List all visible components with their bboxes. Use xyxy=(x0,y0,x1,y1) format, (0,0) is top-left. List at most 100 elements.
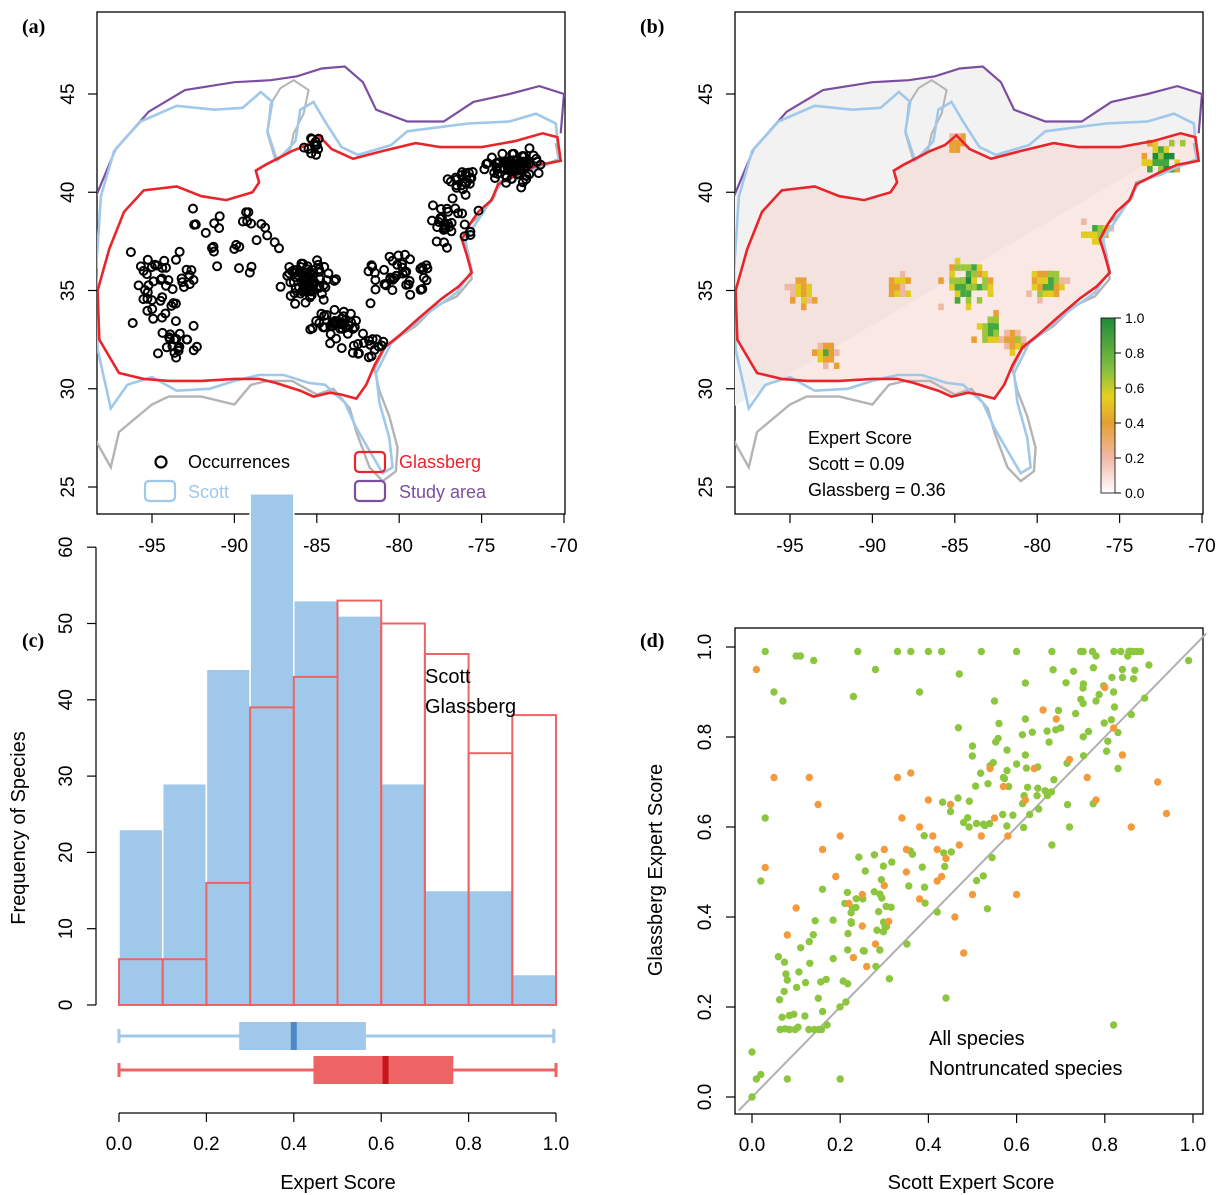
scott-bar xyxy=(424,889,470,1006)
heat-cell xyxy=(1097,231,1104,238)
nontruncated-point xyxy=(1012,890,1021,899)
all-species-point xyxy=(941,862,949,871)
panel-b-colorbar: 1.0 0.8 0.6 0.4 0.2 0.0 xyxy=(1100,310,1145,501)
all-species-point xyxy=(965,797,973,805)
scott-bar xyxy=(249,493,295,1006)
colorbar-tick-label: 0.6 xyxy=(1125,380,1145,396)
x-tick-label: 0.0 xyxy=(739,1135,765,1156)
occurrence-point xyxy=(363,266,374,277)
all-species-point xyxy=(872,962,880,971)
heat-cell xyxy=(971,336,977,343)
nontruncated-point xyxy=(915,823,924,831)
heatmap-cells xyxy=(735,133,1199,399)
all-species-point xyxy=(783,976,791,984)
occurrence-point xyxy=(148,276,159,287)
occurrence-point xyxy=(208,241,219,252)
occurrence-point xyxy=(379,264,390,275)
heat-cell xyxy=(894,277,900,284)
all-species-point xyxy=(1109,688,1118,696)
occurrence-point xyxy=(491,162,502,173)
boxplot-median xyxy=(382,1056,389,1084)
occurrence-point xyxy=(214,211,225,222)
all-species-point xyxy=(748,1093,756,1101)
all-species-point xyxy=(905,882,913,890)
occurrence-point xyxy=(138,294,149,305)
heat-cell xyxy=(1147,159,1153,166)
panel-a-map xyxy=(97,65,565,483)
x-tick-label: 0.2 xyxy=(193,1134,219,1155)
heat-cell xyxy=(784,283,790,291)
heat-cell xyxy=(795,290,801,297)
all-species-point xyxy=(1109,1021,1118,1029)
heat-cell xyxy=(954,297,961,304)
panel-c-boxplots xyxy=(117,1022,558,1084)
heat-cell xyxy=(795,277,801,284)
all-species-point xyxy=(796,652,805,660)
legend-nontruncated: Nontruncated species xyxy=(929,1058,1122,1080)
heat-cell xyxy=(1152,146,1159,153)
heat-cell xyxy=(1053,270,1060,278)
occurrence-point xyxy=(325,329,336,340)
heat-cell xyxy=(954,264,961,271)
heat-cell xyxy=(965,283,972,291)
all-species-point xyxy=(1004,782,1013,791)
heat-cell xyxy=(817,349,823,356)
occurrence-point xyxy=(159,255,170,266)
all-species-point xyxy=(1102,747,1111,755)
all-species-point xyxy=(920,883,929,891)
nontruncated-point xyxy=(1004,832,1012,840)
all-species-point xyxy=(924,647,933,656)
occurrence-point xyxy=(508,162,519,173)
heat-cell xyxy=(1081,231,1087,238)
heat-cell xyxy=(954,139,961,147)
all-species-point xyxy=(908,850,917,858)
all-species-point xyxy=(844,946,852,954)
occurrence-point xyxy=(301,286,312,297)
y-tick-label: 0.6 xyxy=(695,814,716,840)
occurrence-point xyxy=(282,270,293,281)
all-species-point xyxy=(809,931,817,939)
y-tick-label: 0.0 xyxy=(695,1084,716,1110)
all-species-point xyxy=(1108,673,1116,682)
occurrence-point xyxy=(363,352,374,363)
all-species-point xyxy=(1050,776,1058,784)
all-species-point xyxy=(829,916,837,924)
occurrence-point xyxy=(319,322,330,333)
occurrence-point xyxy=(353,348,364,359)
occurrence-point xyxy=(140,285,150,296)
all-species-point xyxy=(994,734,1002,743)
heat-cell xyxy=(971,283,977,291)
heat-cell xyxy=(1031,270,1038,278)
heat-cell xyxy=(833,349,840,356)
all-species-point xyxy=(861,867,869,875)
occurrence-point xyxy=(312,255,323,266)
all-species-point xyxy=(792,983,801,992)
occurrence-point xyxy=(181,334,192,345)
all-species-point xyxy=(1071,709,1080,718)
heat-cell xyxy=(1048,283,1054,291)
colorbar-tick-label: 1.0 xyxy=(1125,310,1145,326)
occurrence-point xyxy=(173,343,184,354)
occurrence-point xyxy=(519,151,530,162)
x-tick-label: 0.8 xyxy=(1092,1135,1118,1156)
occurrence-point xyxy=(533,168,544,179)
all-species-point xyxy=(990,697,999,705)
heat-cell xyxy=(1174,166,1180,173)
heat-cell xyxy=(1042,270,1049,278)
heat-cell xyxy=(899,277,906,284)
occurrence-point xyxy=(457,208,468,219)
all-species-point xyxy=(1028,728,1037,736)
heat-cell xyxy=(1037,297,1043,304)
all-species-point xyxy=(893,647,902,656)
occurrence-point xyxy=(465,230,476,240)
occurrence-point xyxy=(521,174,532,185)
heat-cell xyxy=(1004,329,1010,337)
occurrence-point xyxy=(329,304,340,315)
occurrence-point xyxy=(146,262,157,272)
all-species-point xyxy=(1129,675,1138,683)
heat-cell xyxy=(976,323,983,330)
heat-cell xyxy=(1158,159,1164,166)
heat-cell xyxy=(1009,336,1016,343)
all-species-point xyxy=(1117,647,1125,656)
all-species-point xyxy=(1110,647,1118,656)
